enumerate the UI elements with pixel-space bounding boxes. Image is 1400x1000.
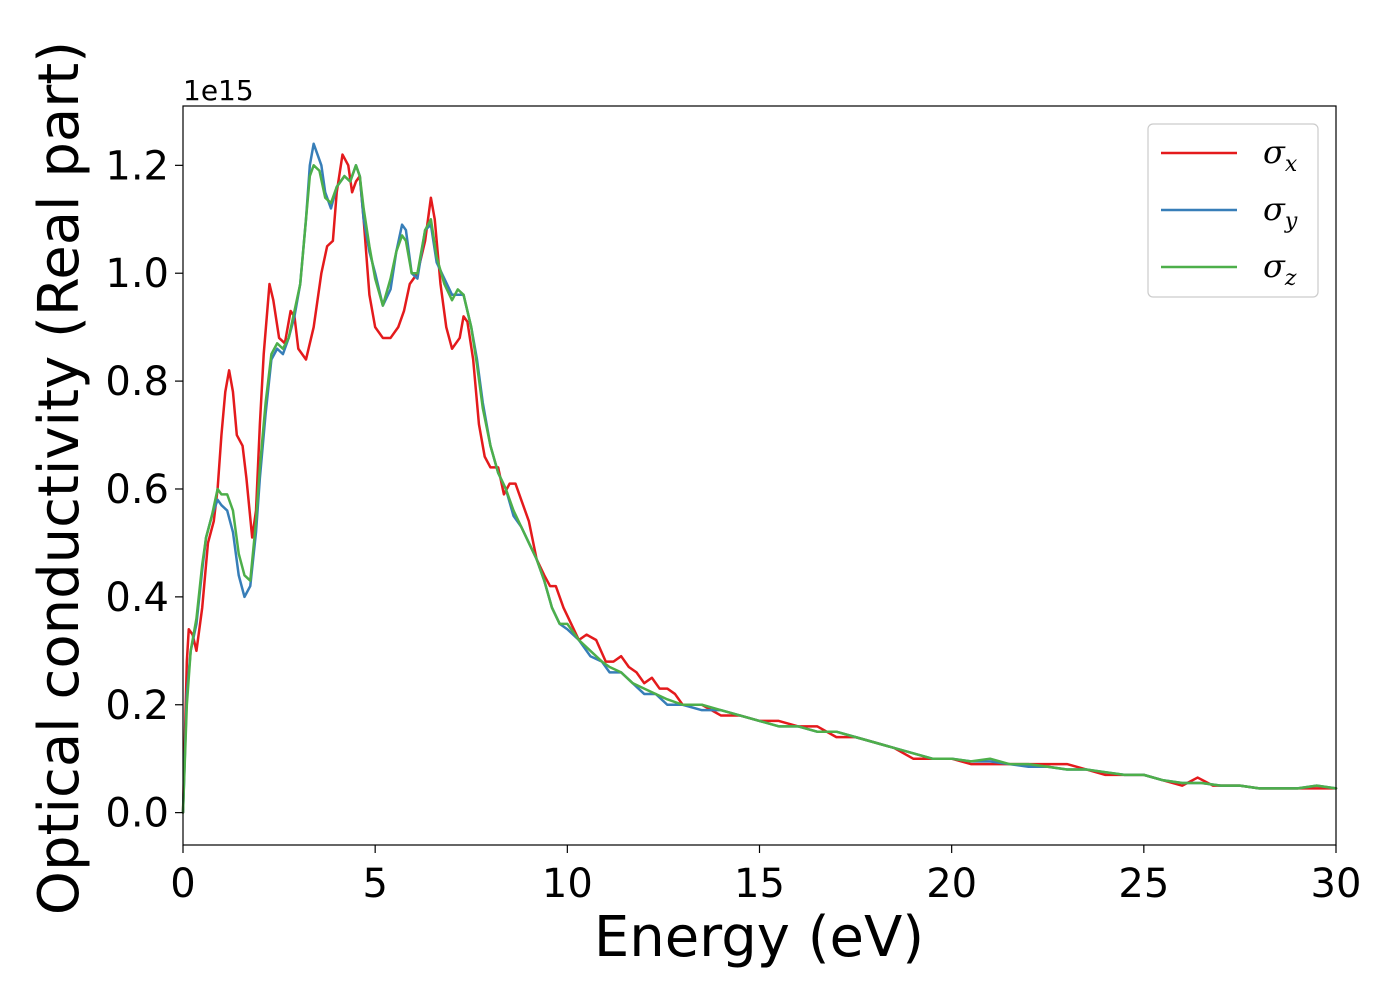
- y-tick-label: 0.2: [105, 683, 169, 729]
- x-axis-title: Energy (eV): [594, 905, 924, 970]
- y-tick-label: 1.0: [105, 251, 169, 297]
- x-tick-label: 15: [734, 861, 785, 907]
- y-tick-label: 1.2: [105, 143, 169, 189]
- legend-label-x: σx: [1263, 133, 1298, 177]
- y-axis-title: Optical conductivity (Real part): [27, 41, 92, 915]
- x-tick-label: 30: [1311, 861, 1362, 907]
- x-tick-label: 20: [926, 861, 977, 907]
- x-axis-ticks: 0 5 10 15 20 25 30: [170, 845, 1361, 907]
- y-axis-ticks: 0.0 0.2 0.4 0.6 0.8 1.0 1.2: [105, 143, 183, 837]
- y-tick-label: 0.0: [105, 791, 169, 837]
- x-tick-label: 0: [170, 861, 195, 907]
- x-tick-label: 5: [362, 861, 387, 907]
- y-tick-label: 0.8: [105, 359, 169, 405]
- y-axis-offset-label: 1e15: [183, 74, 254, 107]
- x-tick-label: 25: [1118, 861, 1169, 907]
- legend: σx σy σz: [1147, 123, 1319, 298]
- legend-label-y: σy: [1263, 190, 1298, 234]
- x-tick-label: 10: [542, 861, 593, 907]
- legend-label-z: σz: [1263, 247, 1297, 291]
- y-tick-label: 0.6: [105, 467, 169, 513]
- series-layer: [181, 142, 1338, 814]
- y-tick-label: 0.4: [105, 575, 169, 621]
- series-line-z: [181, 164, 1338, 814]
